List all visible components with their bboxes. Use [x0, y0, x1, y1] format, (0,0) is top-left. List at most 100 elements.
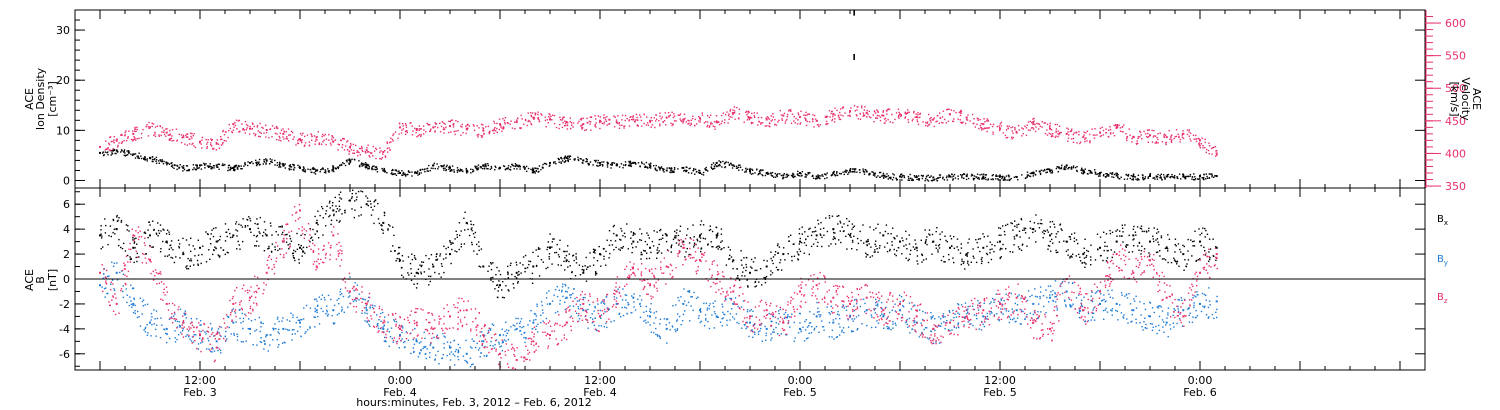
Bx-point-scatter: [967, 252, 969, 254]
density-point-scatter: [725, 161, 727, 163]
density-point-scatter: [963, 177, 965, 179]
Bx-point-scatter: [393, 234, 395, 237]
density-point-scatter: [702, 174, 705, 176]
Bx-point: [982, 246, 985, 249]
Bx-point-scatter: [613, 249, 615, 251]
Bx-point-scatter: [874, 249, 876, 251]
density-point-scatter: [983, 173, 985, 175]
Bx-point: [449, 253, 451, 256]
density-point-scatter: [152, 156, 154, 158]
Bx-point-scatter: [981, 257, 983, 259]
Bx-point-scatter: [257, 227, 259, 229]
Bx-point-scatter: [262, 235, 264, 237]
Bx-point-scatter: [582, 270, 585, 272]
velocity-point-scatter: [856, 115, 858, 117]
velocity-point: [582, 123, 585, 126]
Bx-point-scatter: [1006, 223, 1009, 226]
Bx-point-scatter: [254, 222, 256, 225]
density-point-scatter: [694, 173, 696, 175]
By-point-scatter: [179, 326, 181, 328]
Bx-point-scatter: [977, 246, 979, 249]
density-point-scatter: [830, 174, 833, 176]
density-point-scatter: [241, 168, 243, 170]
velocity-point-scatter: [839, 108, 842, 110]
Bx-point-scatter: [991, 248, 993, 250]
velocity-point-scatter: [271, 125, 274, 127]
velocity-point-scatter: [243, 129, 245, 131]
density-point-scatter: [1032, 175, 1034, 177]
velocity-point-scatter: [714, 126, 716, 128]
velocity-point-scatter: [356, 151, 358, 154]
velocity-point-scatter: [992, 131, 994, 133]
velocity-point-scatter: [1174, 136, 1176, 138]
velocity-point-scatter: [211, 138, 213, 141]
Bx-point-scatter: [329, 200, 331, 202]
density-point-scatter: [1137, 177, 1139, 180]
Bx-point-scatter: [1071, 256, 1073, 258]
density-point-scatter: [1002, 179, 1005, 181]
velocity-point-scatter: [236, 128, 238, 130]
density-point-scatter: [826, 177, 828, 179]
velocity-point-scatter: [537, 113, 539, 116]
Bx-point-scatter: [1138, 249, 1140, 251]
density-point-scatter: [1132, 173, 1135, 175]
Bx-point-scatter: [522, 256, 525, 258]
By-point-scatter: [150, 319, 152, 321]
density-point-scatter: [1061, 164, 1063, 167]
velocity-point-scatter: [812, 118, 814, 121]
density-point-scatter: [130, 153, 132, 155]
Bx-point-scatter: [351, 192, 353, 195]
density-point: [1015, 176, 1018, 178]
velocity-point-scatter: [1128, 128, 1130, 130]
Bx-point-scatter: [1102, 259, 1104, 262]
Bx-point-scatter: [422, 261, 425, 263]
velocity-point-scatter: [582, 117, 584, 120]
Bx-point-scatter: [1038, 227, 1041, 229]
density-point-scatter: [984, 176, 987, 179]
Bx-point-scatter: [875, 227, 877, 229]
density-point-scatter: [257, 162, 260, 164]
density-point-scatter: [567, 160, 569, 163]
velocity-point-scatter: [141, 132, 143, 135]
density-point-scatter: [719, 161, 722, 163]
density-point-scatter: [874, 175, 876, 177]
velocity-point-scatter: [541, 114, 543, 116]
velocity-tick-label: 500: [1445, 82, 1466, 95]
Bx-point-scatter: [1206, 233, 1209, 235]
velocity-point-scatter: [941, 116, 944, 118]
velocity-point-scatter: [295, 144, 297, 146]
density-point-scatter: [487, 168, 489, 170]
Bx-point-scatter: [248, 216, 250, 218]
density-point-scatter: [761, 173, 763, 176]
density-point-scatter: [517, 165, 519, 168]
Bx-point-scatter: [367, 200, 369, 202]
Bx-point-scatter: [130, 257, 132, 260]
velocity-point-scatter: [898, 117, 900, 119]
By-point-scatter: [213, 335, 215, 337]
velocity-point: [1082, 136, 1085, 139]
velocity-point-scatter: [288, 140, 290, 142]
Bx-point-scatter: [1028, 237, 1030, 239]
Bx-point-scatter: [300, 244, 302, 247]
Bx-point-scatter: [443, 271, 445, 274]
velocity-point-scatter: [917, 114, 919, 116]
By-point-scatter: [131, 306, 133, 308]
velocity-point-scatter: [285, 130, 287, 133]
Bx-point-scatter: [998, 227, 1000, 229]
Bx-point-scatter: [1023, 227, 1025, 229]
density-point-scatter: [366, 166, 368, 168]
velocity-point-scatter: [388, 147, 390, 149]
Bx-point-scatter: [1000, 234, 1002, 236]
Bx-point-scatter: [611, 244, 614, 246]
Bx-point-scatter: [718, 246, 721, 249]
velocity-point-scatter: [698, 116, 700, 118]
density-point-scatter: [258, 161, 260, 163]
velocity-point-scatter: [984, 121, 986, 123]
density-point-scatter: [537, 168, 539, 170]
velocity-point-scatter: [753, 112, 756, 114]
Bx-point-scatter: [116, 216, 118, 218]
Bx-point-scatter: [1106, 257, 1109, 259]
Bx-point-scatter: [565, 254, 568, 257]
Bx-point-scatter: [740, 250, 742, 252]
density-point-scatter: [712, 168, 714, 170]
